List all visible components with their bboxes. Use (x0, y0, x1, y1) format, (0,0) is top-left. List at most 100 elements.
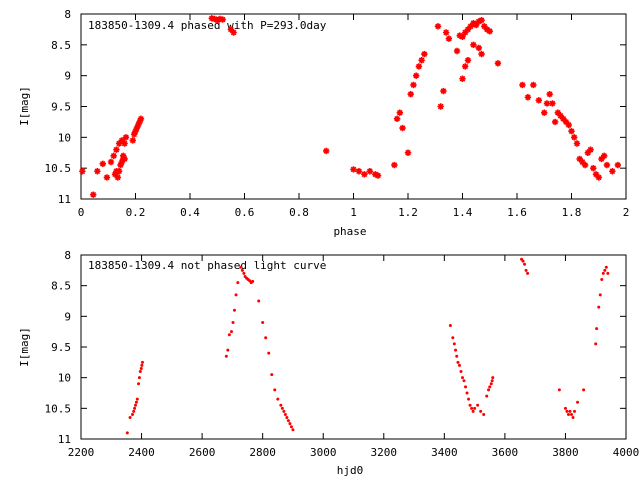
unphased-chart: 183850-1309.4 not phased light curve hjd… (18, 249, 639, 477)
unphased-data-point (568, 409, 572, 413)
phased-data-point (137, 115, 145, 123)
unphased-x-tick-label: 2600 (189, 446, 216, 459)
phased-y-tick-label: 8 (64, 8, 71, 21)
phased-y-tick-label: 8.5 (51, 39, 71, 52)
phased-data-point (391, 161, 398, 169)
unphased-points (125, 257, 610, 435)
phased-data-point (581, 161, 589, 169)
unphased-data-point (582, 388, 586, 392)
unphased-x-tick-label: 2800 (249, 446, 276, 459)
phased-data-point (571, 134, 578, 141)
unphased-data-point (140, 360, 144, 364)
unphased-data-point (139, 366, 143, 370)
unphased-data-point (257, 299, 261, 303)
phased-data-point (393, 115, 401, 123)
phased-data-point (115, 140, 123, 147)
phased-data-point (603, 161, 611, 169)
unphased-data-point (482, 412, 486, 416)
unphased-data-point (226, 348, 230, 352)
unphased-y-axis-label: I[mag] (18, 327, 31, 367)
unphased-x-tick-label: 2400 (128, 446, 155, 459)
unphased-data-point (595, 327, 599, 331)
unphased-data-point (251, 279, 255, 283)
unphased-data-point (240, 268, 244, 272)
phased-data-point (494, 60, 502, 67)
phased-data-point (573, 140, 581, 147)
unphased-data-point (523, 262, 527, 266)
phased-data-point (122, 134, 130, 141)
unphased-data-point (576, 400, 580, 404)
unphased-data-point (134, 400, 138, 404)
unphased-ticks: 2200 2400 2600 2800 3000 3200 3400 3600 3800 4000… (45, 249, 640, 459)
phased-data-point (219, 16, 226, 23)
phased-data-point (94, 168, 101, 175)
phased-points (79, 15, 622, 198)
phased-data-point (437, 103, 444, 110)
phased-data-point (113, 146, 120, 153)
phased-data-point (323, 147, 330, 155)
phased-data-point (524, 94, 532, 101)
unphased-data-point (455, 354, 459, 358)
phased-data-point (595, 174, 602, 181)
phased-data-point (584, 149, 592, 156)
phased-chart: 183850-1309.4 phased with P=293.0day pha… (18, 8, 629, 238)
unphased-data-point (573, 409, 577, 413)
unphased-data-point (132, 409, 136, 413)
unphased-data-point (452, 342, 456, 346)
phased-data-point (551, 118, 559, 126)
unphased-data-point (459, 370, 463, 374)
unphased-data-point (456, 360, 460, 364)
phased-chart-title: 183850-1309.4 phased with P=293.0day (88, 19, 327, 32)
phased-data-point (486, 28, 493, 35)
phased-data-point (459, 75, 466, 82)
phased-data-point (90, 191, 97, 198)
phased-data-point (374, 172, 382, 179)
phased-data-point (478, 50, 485, 58)
phased-data-point (110, 152, 117, 160)
unphased-data-point (600, 278, 604, 282)
unphased-data-point (521, 259, 525, 263)
unphased-data-point (229, 330, 233, 334)
unphased-data-point (461, 376, 464, 380)
phased-data-point (79, 168, 86, 175)
unphased-data-point (524, 268, 528, 272)
unphased-x-tick-label: 3200 (371, 446, 398, 459)
unphased-y-tick-label: 9.5 (51, 341, 71, 354)
unphased-data-point (282, 409, 286, 413)
phased-x-tick-label: 1.8 (562, 206, 582, 219)
unphased-data-point (457, 363, 461, 367)
unphased-data-point (604, 265, 608, 269)
unphased-data-point (270, 373, 274, 377)
phased-data-point (453, 47, 461, 55)
unphased-data-point (597, 305, 601, 309)
unphased-y-tick-label: 8 (64, 249, 71, 262)
unphased-data-point (234, 293, 238, 297)
unphased-data-point (286, 419, 290, 423)
unphased-data-point (598, 293, 602, 297)
phased-data-point (565, 121, 572, 129)
unphased-data-point (606, 271, 610, 275)
phased-data-point (442, 29, 450, 36)
unphased-data-point (557, 388, 561, 392)
phased-data-point (114, 174, 121, 181)
phased-data-point (464, 26, 472, 33)
phased-data-point (230, 29, 237, 36)
phased-data-point (464, 57, 472, 64)
phased-data-point (418, 57, 425, 64)
unphased-data-point (239, 265, 243, 269)
unphased-data-point (594, 342, 598, 346)
unphased-data-point (288, 422, 292, 426)
unphased-data-point (571, 416, 575, 420)
unphased-data-point (233, 308, 237, 312)
unphased-data-point (468, 403, 472, 407)
phased-x-tick-label: 0.8 (289, 206, 309, 219)
unphased-data-point (137, 382, 141, 386)
phased-data-point (407, 90, 414, 98)
unphased-data-point (291, 428, 295, 432)
phased-data-point (421, 50, 428, 58)
unphased-data-point (454, 348, 458, 352)
phased-x-tick-label: 1.4 (453, 206, 473, 219)
unphased-y-tick-label: 8.5 (51, 280, 71, 293)
unphased-x-axis-label: hjd0 (337, 464, 364, 477)
phased-x-tick-label: 1.2 (398, 206, 418, 219)
